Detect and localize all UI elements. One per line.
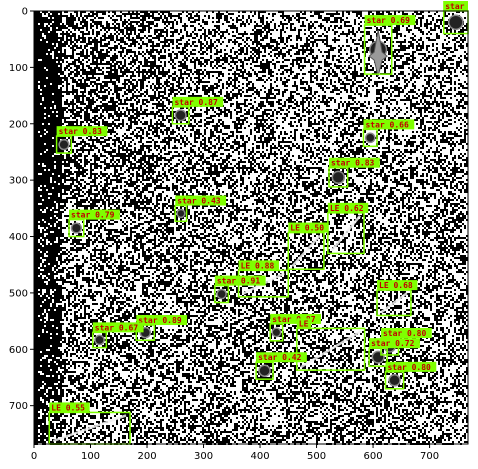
detection-label-bg (56, 126, 108, 137)
noise-texture (34, 11, 468, 445)
y-tick-label: 400 (9, 232, 28, 243)
y-tick-label: 0 (22, 7, 28, 18)
detection-label-bg (172, 96, 224, 107)
axes-frame (33, 10, 469, 445)
star-core (177, 210, 185, 217)
detection-label: star 0.79 (71, 211, 115, 220)
star-core (95, 336, 104, 344)
detection-label: star 0.87 (174, 98, 218, 107)
detection-label: star 0.42 (258, 353, 302, 362)
detection-label: star 0.66 (365, 120, 409, 129)
streak (330, 215, 361, 252)
detection-label: LE 0.88 (241, 261, 275, 270)
x-tick-label: 700 (420, 451, 439, 462)
detection-label-bg (92, 322, 144, 333)
detection-label-bg (288, 222, 329, 233)
detection-label: LE 0.62 (330, 204, 364, 213)
x-tick-label: 100 (81, 451, 100, 462)
y-tick-label: 300 (9, 176, 28, 187)
x-tick-label: 300 (194, 451, 213, 462)
star-core (59, 140, 69, 149)
detection-label-bg (327, 202, 369, 213)
noisy-image (34, 11, 468, 445)
detection-label: star 0.91 (217, 277, 261, 286)
detection-label-bg (385, 361, 437, 372)
detection-label: star 0.83 (331, 159, 375, 168)
detection-label-bg (49, 402, 90, 413)
y-tick-label: 500 (9, 288, 28, 299)
y-tick-label: 600 (9, 345, 28, 356)
detection-boxes: star 0.69 star star 0.87 star 0.83 star 0.66… (48, 1, 469, 445)
detection-label-bg (377, 280, 418, 291)
streak (291, 234, 321, 268)
bright-star-cross (368, 30, 388, 77)
detection-label: star 0.43 (177, 197, 221, 206)
x-axis: 0 100 200 300 400 500 600 700 (31, 444, 439, 462)
x-tick-label: 0 (31, 451, 37, 462)
star-core (449, 15, 463, 29)
detection-label-bg (256, 352, 307, 363)
detection-label-bg (380, 328, 432, 339)
detection-label: star 0.80 (383, 329, 427, 338)
detection-label: star 0.80 (387, 363, 431, 372)
detection-label: star 0.72 (371, 339, 415, 348)
detection-box (296, 327, 366, 371)
detection-label-bg (369, 338, 420, 349)
detection-label-bg (238, 260, 279, 271)
detection-label: star 0.67 (95, 323, 139, 332)
detection-label-bg (364, 15, 416, 26)
star-core (259, 365, 270, 376)
star-core (366, 134, 375, 142)
y-axis: 0 100 200 300 400 500 600 700 (9, 7, 34, 412)
detection-label: star 0.83 (59, 127, 103, 136)
edge-stripe (34, 11, 38, 444)
y-tick-label: 100 (9, 63, 28, 74)
detection-label: LE 0.68 (379, 281, 413, 290)
detection-label: LE 0.50 (290, 224, 324, 233)
detection-label: LE 0.55 (51, 403, 85, 412)
streak (52, 414, 127, 443)
detection-label: star 0.89 (138, 316, 182, 325)
x-tick-label: 200 (137, 451, 156, 462)
image-features (52, 14, 464, 443)
detection-label-bg (69, 209, 120, 220)
streak (380, 292, 408, 314)
x-tick-label: 500 (307, 451, 326, 462)
detection-label: star 0.69 (367, 16, 411, 25)
star-core (389, 375, 400, 386)
x-tick-label: 600 (364, 451, 383, 462)
plot-area: star 0.69 star star 0.87 star 0.83 star 0.66… (33, 1, 469, 445)
detection-box (363, 24, 393, 75)
star-core (72, 223, 81, 233)
detection-label-bg (363, 119, 415, 130)
detection-label: star 0.87 (272, 315, 316, 324)
detection-label-bg (443, 1, 468, 11)
streak (300, 330, 362, 369)
y-tick-label: 700 (9, 401, 28, 412)
star-core (176, 110, 186, 120)
detection-label: star (445, 2, 464, 11)
detection-label: LE (299, 319, 309, 328)
detection-label-bg (328, 157, 380, 168)
x-tick-label: 400 (250, 451, 269, 462)
y-tick-label: 200 (9, 119, 28, 130)
star-core (272, 328, 280, 336)
detection-label-bg (296, 318, 312, 329)
detection-label-bg (175, 195, 227, 206)
star-core (333, 172, 344, 183)
detection-label-bg (270, 313, 322, 324)
detection-label-bg (214, 275, 266, 286)
detection-label-bg (136, 315, 188, 326)
star-core (217, 290, 226, 298)
